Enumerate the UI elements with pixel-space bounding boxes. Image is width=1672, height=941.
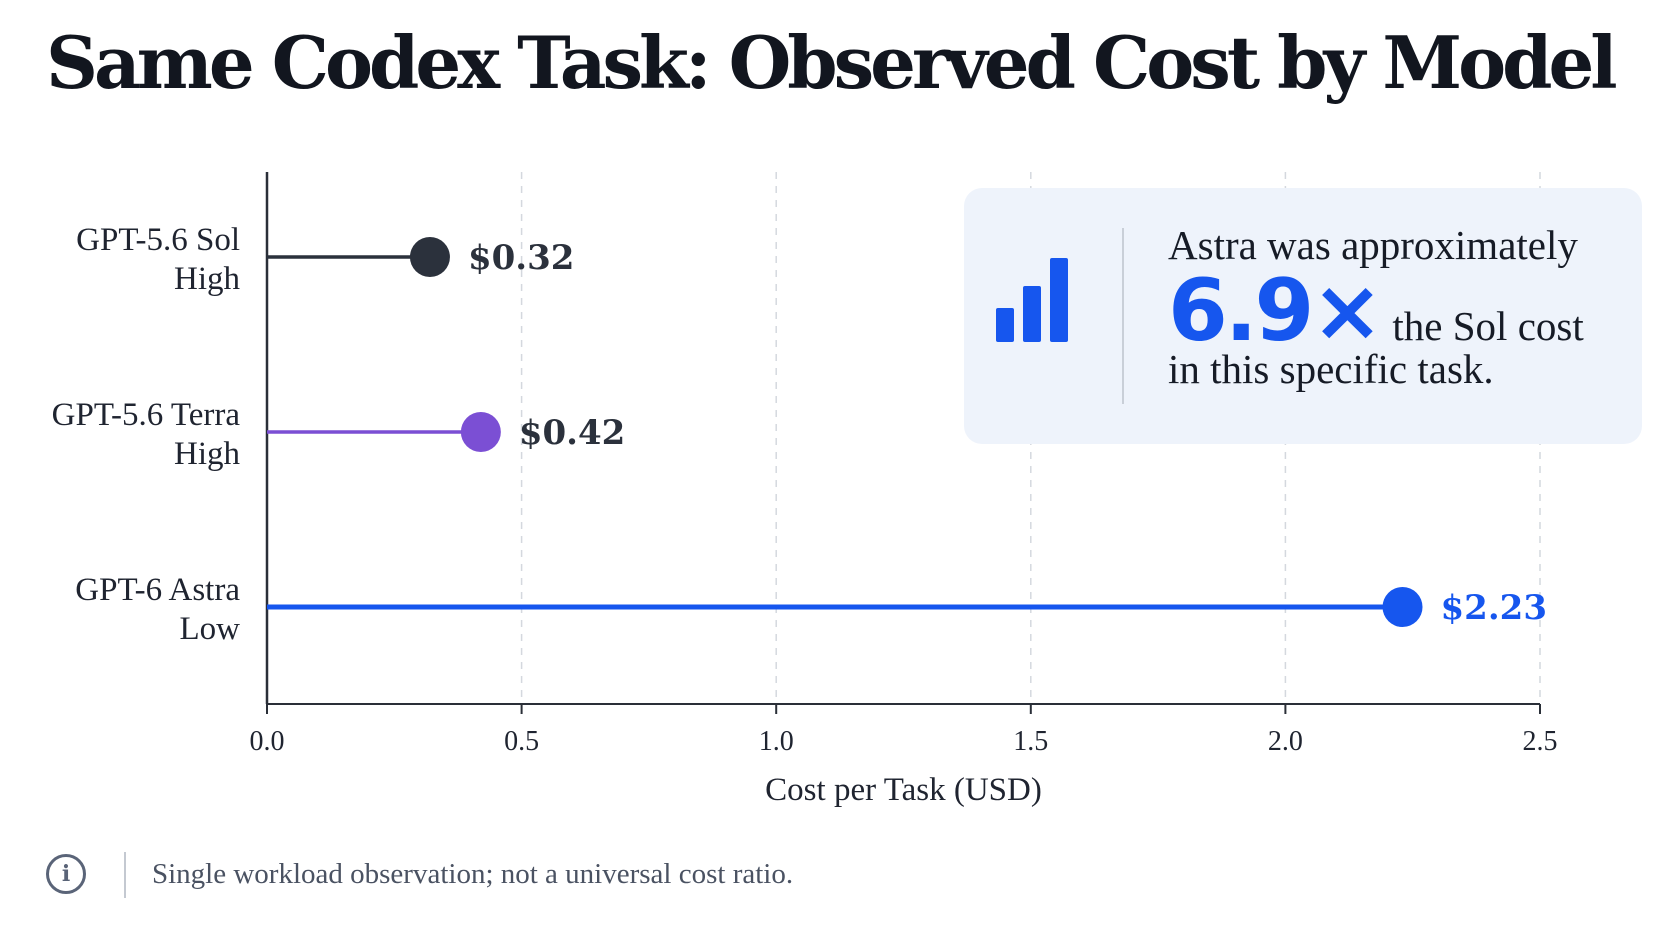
category-label: High [174,261,241,297]
x-tick-label: 2.0 [1268,726,1303,757]
value-label: $0.42 [519,413,625,453]
callout-multiplier: 6.9× [1168,261,1383,361]
lollipop-dot [1382,587,1423,627]
value-label: $0.32 [468,238,574,278]
callout-line-3: in this specific task. [1168,346,1494,392]
x-tick-label: 1.5 [1013,726,1048,757]
x-axis-title: Cost per Task (USD) [765,772,1042,808]
x-tick-label: 0.0 [250,726,285,757]
x-tick-label: 2.5 [1523,726,1558,757]
callout-divider [1122,228,1124,404]
category-label: GPT-5.6 Sol [76,222,240,258]
x-tick-label: 0.5 [504,726,539,757]
value-label: $2.23 [1441,588,1547,628]
category-label: GPT-6 Astra [75,572,240,608]
category-label: High [174,436,241,472]
callout-text: Astra was approximately 6.9× the Sol cost… [1168,222,1638,392]
footer-separator [124,852,126,898]
x-tick-label: 1.0 [759,726,794,757]
bar-chart-icon [996,258,1068,342]
info-icon: i [46,854,86,894]
lollipop-dot [460,412,501,452]
category-label: GPT-5.6 Terra [52,397,241,433]
chart-title: Same Codex Task: Observed Cost by Model [46,20,1618,105]
lollipop-dot [409,237,450,277]
callout-line-2: 6.9× the Sol cost [1168,268,1638,354]
category-label: Low [180,611,241,647]
callout-line-1: Astra was approximately [1168,222,1578,268]
callout-line-2-rest: the Sol cost [1392,303,1584,349]
footer-note-text: Single workload observation; not a unive… [152,858,794,890]
ratio-callout: Astra was approximately 6.9× the Sol cost… [964,188,1642,444]
